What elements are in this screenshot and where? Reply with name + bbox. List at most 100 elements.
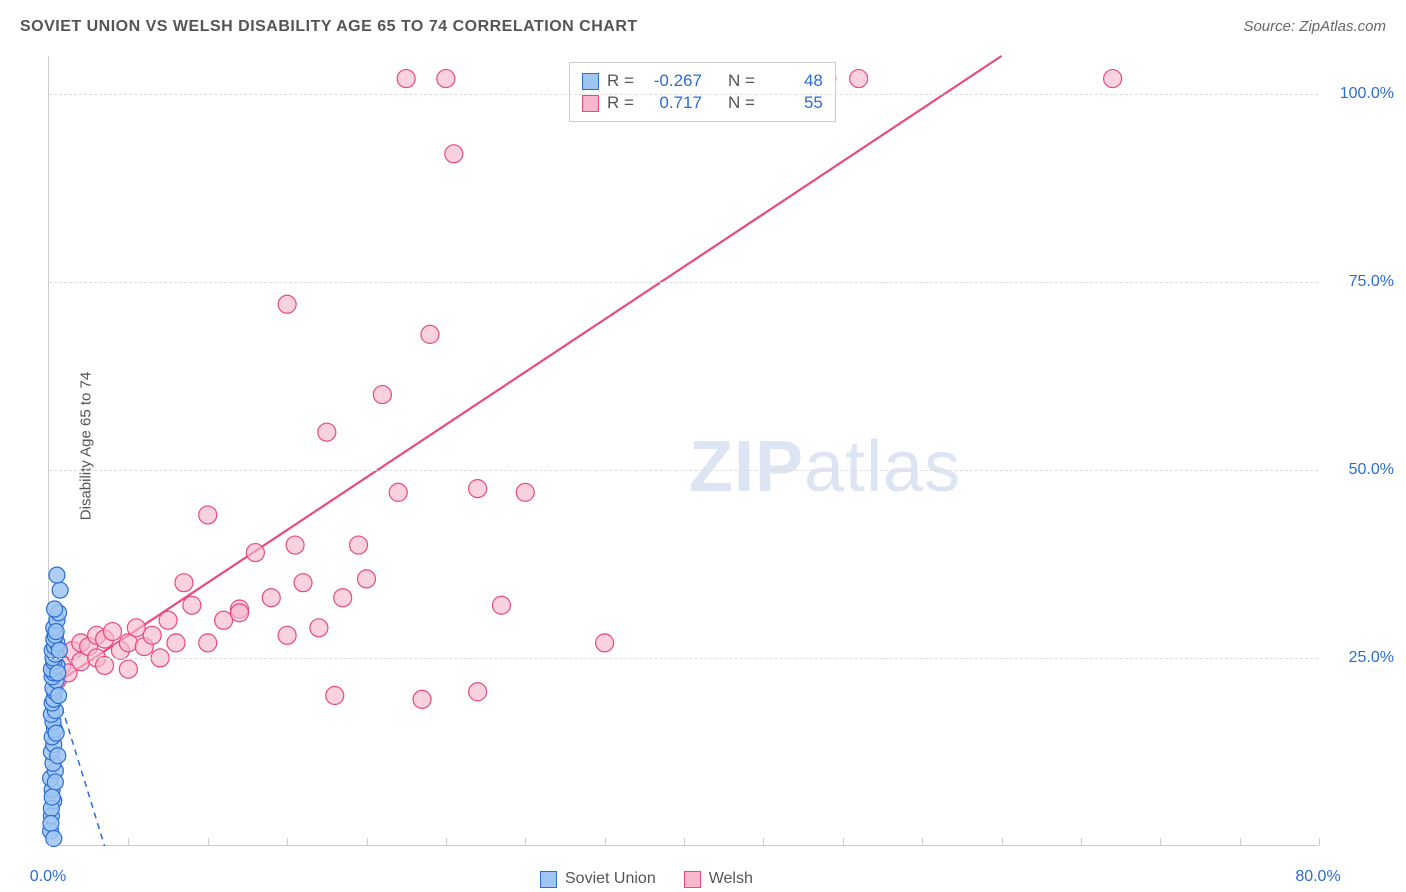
x-tick-mark xyxy=(1081,838,1082,846)
welsh-point xyxy=(310,619,328,637)
welsh-point xyxy=(413,690,431,708)
welsh-point xyxy=(358,570,376,588)
x-tick-mark xyxy=(763,838,764,846)
source-credit: Source: ZipAtlas.com xyxy=(1243,18,1386,35)
series-legend-item: Soviet Union xyxy=(540,870,656,888)
welsh-point xyxy=(492,596,510,614)
soviet-point xyxy=(50,665,66,681)
welsh-point xyxy=(119,660,137,678)
soviet-point xyxy=(51,642,67,658)
series-legend-label: Soviet Union xyxy=(565,870,656,888)
x-tick-mark xyxy=(49,838,50,846)
welsh-point xyxy=(278,295,296,313)
x-tick-mark xyxy=(367,838,368,846)
welsh-point xyxy=(199,634,217,652)
welsh-point xyxy=(421,325,439,343)
legend-swatch xyxy=(582,73,599,90)
soviet-point xyxy=(49,567,65,583)
x-tick-label-min: 0.0% xyxy=(30,868,66,886)
welsh-point xyxy=(159,611,177,629)
x-tick-mark xyxy=(446,838,447,846)
x-tick-mark xyxy=(843,838,844,846)
legend-n-value: 48 xyxy=(763,71,823,91)
legend-n-label: N = xyxy=(728,93,755,113)
welsh-point xyxy=(231,604,249,622)
legend-swatch xyxy=(540,871,557,888)
soviet-point xyxy=(47,774,63,790)
welsh-point xyxy=(469,683,487,701)
welsh-point xyxy=(262,589,280,607)
welsh-point xyxy=(469,480,487,498)
welsh-point xyxy=(850,70,868,88)
welsh-point xyxy=(350,536,368,554)
x-tick-mark xyxy=(1319,838,1320,846)
welsh-point xyxy=(278,626,296,644)
welsh-point xyxy=(167,634,185,652)
welsh-point xyxy=(294,574,312,592)
soviet-point xyxy=(48,624,64,640)
series-legend-label: Welsh xyxy=(709,870,753,888)
welsh-point xyxy=(318,423,336,441)
welsh-point xyxy=(246,544,264,562)
welsh-point xyxy=(516,483,534,501)
legend-r-value: -0.267 xyxy=(642,71,702,91)
welsh-point xyxy=(389,483,407,501)
soviet-point xyxy=(43,815,59,831)
welsh-point xyxy=(397,70,415,88)
welsh-point xyxy=(143,626,161,644)
gridline-h xyxy=(49,658,1318,659)
gridline-h xyxy=(49,470,1318,471)
legend-row: R = 0.717 N = 55 xyxy=(582,93,823,113)
welsh-point xyxy=(334,589,352,607)
x-tick-mark xyxy=(605,838,606,846)
legend-swatch xyxy=(582,95,599,112)
welsh-point xyxy=(1104,70,1122,88)
welsh-point xyxy=(183,596,201,614)
y-tick-label: 50.0% xyxy=(1349,461,1394,479)
x-tick-mark xyxy=(684,838,685,846)
legend-n-value: 55 xyxy=(763,93,823,113)
legend-row: R = -0.267 N = 48 xyxy=(582,71,823,91)
welsh-point xyxy=(437,70,455,88)
welsh-point xyxy=(199,506,217,524)
soviet-point xyxy=(47,601,63,617)
legend-r-value: 0.717 xyxy=(642,93,702,113)
x-tick-mark xyxy=(922,838,923,846)
x-tick-mark xyxy=(1240,838,1241,846)
welsh-point xyxy=(96,656,114,674)
x-tick-mark xyxy=(287,838,288,846)
series-legend: Soviet Union Welsh xyxy=(540,870,753,888)
plot-area: R =-0.267N =48R =0.717N =55 ZIPatlas xyxy=(48,56,1318,846)
chart-title: SOVIET UNION VS WELSH DISABILITY AGE 65 … xyxy=(20,18,638,36)
legend-swatch xyxy=(684,871,701,888)
soviet-point xyxy=(44,789,60,805)
y-tick-label: 25.0% xyxy=(1349,649,1394,667)
soviet-point xyxy=(48,725,64,741)
x-tick-label-max: 80.0% xyxy=(1295,868,1340,886)
soviet-point xyxy=(51,688,67,704)
legend-r-label: R = xyxy=(607,93,634,113)
gridline-h xyxy=(49,94,1318,95)
series-legend-item: Welsh xyxy=(684,870,753,888)
welsh-point xyxy=(104,623,122,641)
legend-r-label: R = xyxy=(607,71,634,91)
x-tick-mark xyxy=(1002,838,1003,846)
y-tick-label: 75.0% xyxy=(1349,273,1394,291)
gridline-h xyxy=(49,282,1318,283)
welsh-point xyxy=(326,687,344,705)
welsh-point xyxy=(286,536,304,554)
y-tick-label: 100.0% xyxy=(1340,85,1394,103)
welsh-point xyxy=(445,145,463,163)
welsh-point xyxy=(215,611,233,629)
legend-n-label: N = xyxy=(728,71,755,91)
correlation-legend: R = -0.267 N = 48 R = 0.717 N = 55 xyxy=(569,62,836,122)
soviet-point xyxy=(50,748,66,764)
welsh-point xyxy=(127,619,145,637)
welsh-point xyxy=(175,574,193,592)
welsh-point xyxy=(596,634,614,652)
x-tick-mark xyxy=(128,838,129,846)
welsh-trend-line xyxy=(49,56,1002,688)
plot-svg xyxy=(49,56,1318,845)
welsh-point xyxy=(373,386,391,404)
x-tick-mark xyxy=(525,838,526,846)
